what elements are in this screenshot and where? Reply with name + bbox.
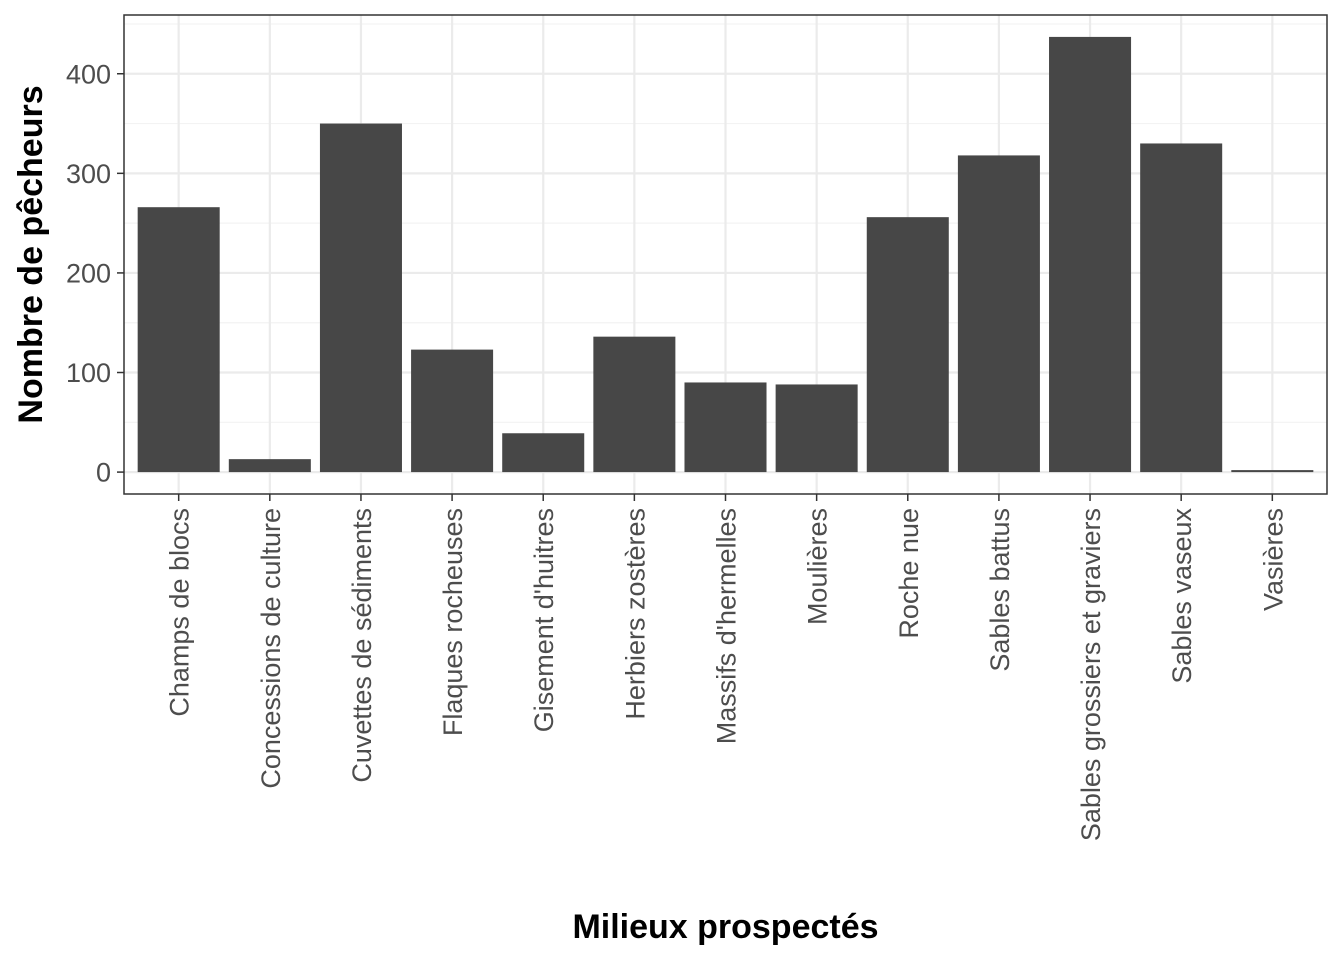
x-axis-title: Milieux prospectés	[572, 908, 878, 946]
x-tick-label: Roche nue	[894, 508, 924, 639]
bar	[866, 217, 949, 473]
bar	[1231, 470, 1314, 473]
bar	[228, 459, 311, 473]
x-tick-label: Sables grossiers et graviers	[1076, 508, 1106, 841]
x-tick-label: Sables vaseux	[1167, 508, 1197, 684]
bar	[319, 123, 402, 473]
bar	[137, 207, 220, 473]
y-tick-label: 200	[66, 258, 111, 288]
bar	[684, 382, 767, 473]
x-tick-label: Sables battus	[985, 508, 1015, 672]
x-tick-label: Cuvettes de sédiments	[347, 508, 377, 783]
x-tick-label: Gisement d'huitres	[529, 508, 559, 732]
x-tick-label: Massifs d'hermelles	[712, 508, 742, 744]
x-tick-label: Herbiers zostères	[620, 508, 650, 720]
x-tick-label: Moulières	[803, 508, 833, 625]
x-tick-label: Vasières	[1258, 508, 1288, 611]
bar	[411, 349, 494, 473]
y-axis-title: Nombre de pêcheurs	[12, 85, 50, 423]
bar	[1140, 143, 1223, 473]
bar	[775, 384, 858, 473]
bar	[593, 336, 676, 473]
y-tick-label: 100	[66, 358, 111, 388]
y-tick-label: 0	[96, 458, 111, 488]
y-tick-label: 400	[66, 59, 111, 89]
x-tick-label: Flaques rocheuses	[438, 508, 468, 736]
x-tick-label: Champs de blocs	[165, 508, 195, 717]
bar	[502, 433, 585, 473]
x-tick-label: Concessions de culture	[256, 508, 286, 789]
bars	[137, 36, 1314, 473]
bar	[1049, 36, 1132, 473]
bar	[957, 155, 1040, 473]
x-axis: Champs de blocs Concessions de culture Cuv…	[165, 494, 1288, 841]
y-tick-label: 300	[66, 159, 111, 189]
y-axis: 0 100 200 300 400	[66, 59, 124, 488]
